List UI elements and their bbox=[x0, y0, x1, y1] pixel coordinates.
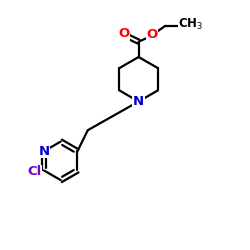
Text: N: N bbox=[38, 145, 50, 158]
Text: N: N bbox=[133, 95, 144, 108]
Text: O: O bbox=[118, 27, 130, 40]
Text: CH$_3$: CH$_3$ bbox=[178, 17, 204, 32]
Text: Cl: Cl bbox=[28, 165, 42, 178]
Text: O: O bbox=[146, 28, 158, 41]
